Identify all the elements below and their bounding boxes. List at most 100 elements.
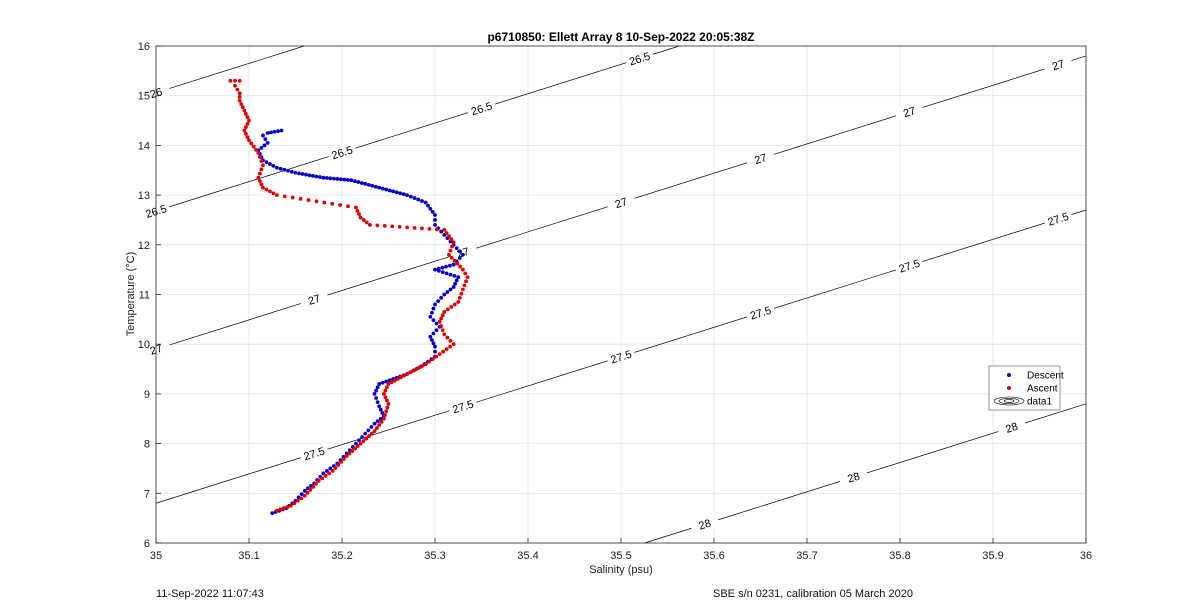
contour-label-bg bbox=[893, 254, 925, 276]
ascent-point bbox=[455, 261, 460, 266]
descent-point bbox=[377, 382, 382, 386]
descent-point bbox=[431, 306, 436, 311]
ascent-point bbox=[282, 194, 287, 199]
ascent-point bbox=[448, 248, 453, 253]
ascent-point bbox=[259, 159, 264, 164]
ascent-point bbox=[367, 434, 371, 439]
descent-point bbox=[428, 314, 433, 319]
ascent-point bbox=[261, 185, 265, 190]
descent-point bbox=[377, 185, 382, 190]
ascent-point bbox=[233, 78, 237, 83]
ascent-point bbox=[451, 240, 456, 245]
descent-point bbox=[282, 167, 287, 172]
ascent-point bbox=[256, 175, 261, 180]
contour-label-bg bbox=[624, 47, 655, 69]
ascent-point bbox=[420, 226, 424, 231]
descent-point bbox=[272, 129, 277, 134]
ascent-point bbox=[298, 196, 303, 201]
descent-point bbox=[278, 166, 283, 171]
descent-point bbox=[457, 256, 462, 260]
ascent-point bbox=[423, 362, 428, 366]
ascent-point bbox=[389, 380, 394, 385]
ascent-point bbox=[445, 335, 450, 340]
contour-label-bg bbox=[298, 442, 330, 464]
ascent-point bbox=[439, 316, 444, 321]
descent-point bbox=[454, 246, 459, 251]
ascent-point bbox=[259, 167, 264, 172]
ascent-point bbox=[247, 118, 251, 123]
ascent-point bbox=[414, 367, 419, 371]
descent-point bbox=[451, 285, 456, 289]
y-axis-ticks: 6 7 8 9 10 11 12 13 14 15 16 bbox=[138, 41, 161, 550]
legend-label-ascent: Ascent bbox=[1027, 384, 1058, 395]
descent-point bbox=[428, 206, 433, 211]
ascent-point bbox=[339, 460, 343, 464]
x-tick-label: 35 bbox=[150, 550, 162, 562]
descent-point bbox=[391, 189, 396, 194]
ascent-point bbox=[261, 163, 265, 168]
descent-point bbox=[265, 131, 270, 135]
legend-label-data1: data1 bbox=[1027, 397, 1052, 408]
descent-point bbox=[380, 411, 385, 415]
contour-label-bg bbox=[605, 345, 637, 367]
ascent-point bbox=[358, 215, 363, 220]
ascent-point bbox=[361, 439, 366, 444]
ascent-point bbox=[456, 300, 461, 304]
contour-label-text: 28 bbox=[697, 517, 712, 532]
descent-point bbox=[431, 341, 436, 346]
descent-point bbox=[356, 180, 361, 184]
descent-point bbox=[328, 466, 333, 471]
ascent-point bbox=[346, 204, 350, 209]
ascent-point bbox=[341, 457, 346, 461]
ascent-point bbox=[465, 275, 470, 280]
ascent-point bbox=[385, 405, 390, 410]
ascent-point bbox=[445, 307, 450, 312]
descent-point bbox=[370, 183, 375, 188]
ascent-point bbox=[271, 191, 276, 196]
ascent-point bbox=[292, 501, 297, 506]
isopycnal-line bbox=[155, 45, 305, 94]
ascent-point bbox=[411, 368, 416, 373]
y-tick-label: 14 bbox=[138, 140, 150, 152]
descent-point bbox=[369, 425, 374, 429]
descent-point bbox=[359, 181, 364, 185]
descent-point bbox=[398, 191, 403, 196]
ascent-point bbox=[242, 128, 247, 133]
ascent-point bbox=[434, 227, 439, 232]
ascent-point bbox=[327, 471, 332, 476]
contour-label-bg bbox=[745, 147, 776, 169]
ascent-point bbox=[383, 395, 388, 400]
descent-point bbox=[321, 175, 326, 180]
descent-point bbox=[335, 177, 340, 181]
descent-point bbox=[433, 349, 437, 354]
x-axis-label: Salinity (psu) bbox=[589, 564, 653, 576]
ascent-point bbox=[358, 441, 363, 446]
descent-point bbox=[423, 200, 428, 205]
y-tick-label: 7 bbox=[144, 488, 150, 500]
descent-point bbox=[452, 273, 457, 278]
ascent-point bbox=[384, 409, 389, 414]
legend-marker-ascent bbox=[1007, 386, 1011, 390]
ascent-point bbox=[437, 319, 442, 324]
grid-lines bbox=[156, 46, 1086, 543]
descent-point bbox=[380, 380, 385, 385]
contour-label-bg bbox=[838, 466, 869, 488]
ascent-point bbox=[374, 426, 379, 430]
ascent-point bbox=[442, 309, 447, 314]
ascent-point bbox=[233, 83, 237, 88]
descent-point bbox=[457, 249, 462, 254]
ascent-point bbox=[364, 220, 369, 225]
descent-point bbox=[454, 278, 459, 283]
descent-point bbox=[286, 168, 290, 173]
descent-point bbox=[442, 292, 447, 297]
descent-point bbox=[263, 137, 268, 142]
legend[interactable]: Descent Ascent data1 bbox=[988, 365, 1064, 411]
descent-point bbox=[259, 145, 264, 150]
ascent-point bbox=[444, 231, 449, 235]
ascent-point bbox=[462, 283, 467, 288]
descent-point bbox=[436, 266, 441, 271]
y-tick-label: 16 bbox=[138, 41, 150, 53]
x-tick-label: 35.6 bbox=[703, 550, 724, 562]
ascent-point bbox=[333, 466, 338, 470]
contour-label: 28 bbox=[838, 466, 869, 488]
